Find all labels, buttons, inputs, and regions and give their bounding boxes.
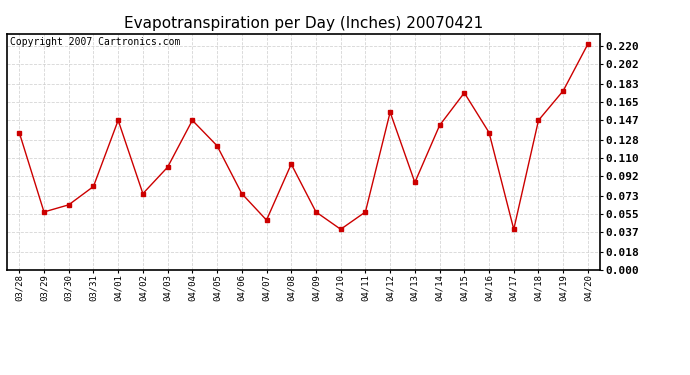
Title: Evapotranspiration per Day (Inches) 20070421: Evapotranspiration per Day (Inches) 2007… <box>124 16 483 31</box>
Text: Copyright 2007 Cartronics.com: Copyright 2007 Cartronics.com <box>10 37 180 47</box>
